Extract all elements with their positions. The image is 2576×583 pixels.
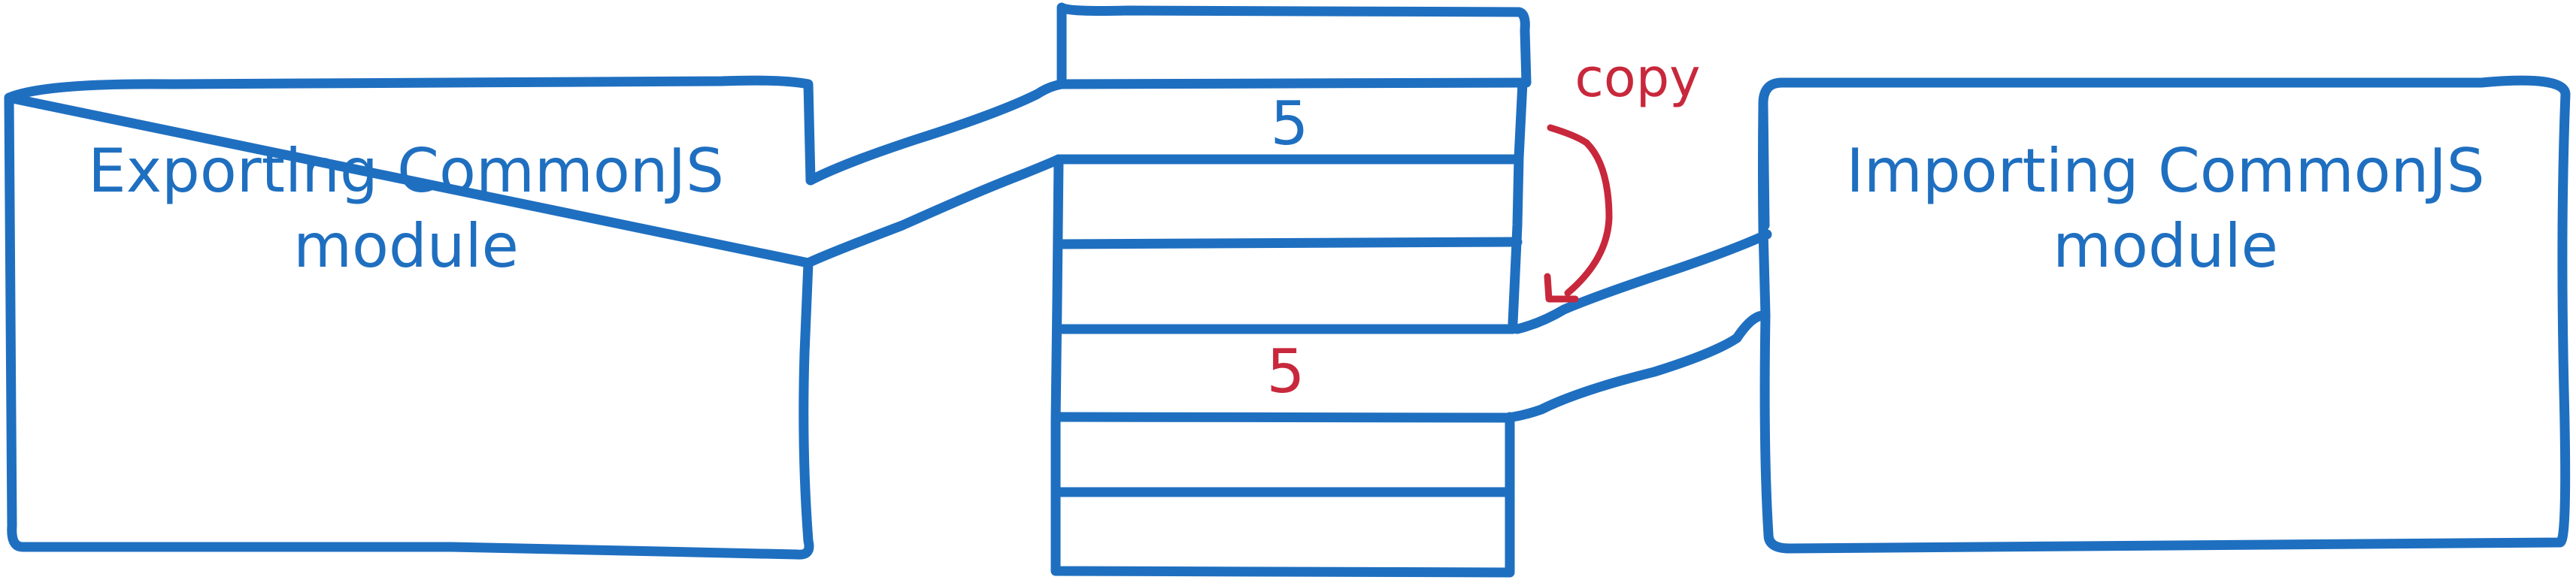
memory-divider [1056, 77, 1530, 89]
export-connector-top [805, 79, 1067, 186]
imported-value: 5 [1267, 337, 1305, 406]
memory-divider [1053, 237, 1523, 249]
importing-module-title-line1: Importing CommonJS [1846, 136, 2484, 206]
importing-module-title-line2: module [2053, 211, 2278, 281]
memory-divider [1052, 412, 1515, 423]
exported-value: 5 [1271, 89, 1309, 159]
importing-module-box [1758, 75, 2571, 554]
exporting-module-title-line1: Exporting CommonJS [88, 136, 724, 206]
copy-arrow [1547, 124, 1613, 297]
copy-arrowhead [1544, 273, 1579, 303]
import-connector-bottom [1508, 310, 1768, 422]
memory-strip [1050, 2, 1532, 578]
import-connector-top [1512, 229, 1772, 334]
copy-label: copy [1574, 47, 1700, 109]
exporting-module-title-line2: module [293, 211, 519, 281]
export-connector-bottom [803, 154, 1064, 268]
exporting-module-box [4, 75, 816, 560]
memory-strip-outline [1050, 2, 1532, 578]
